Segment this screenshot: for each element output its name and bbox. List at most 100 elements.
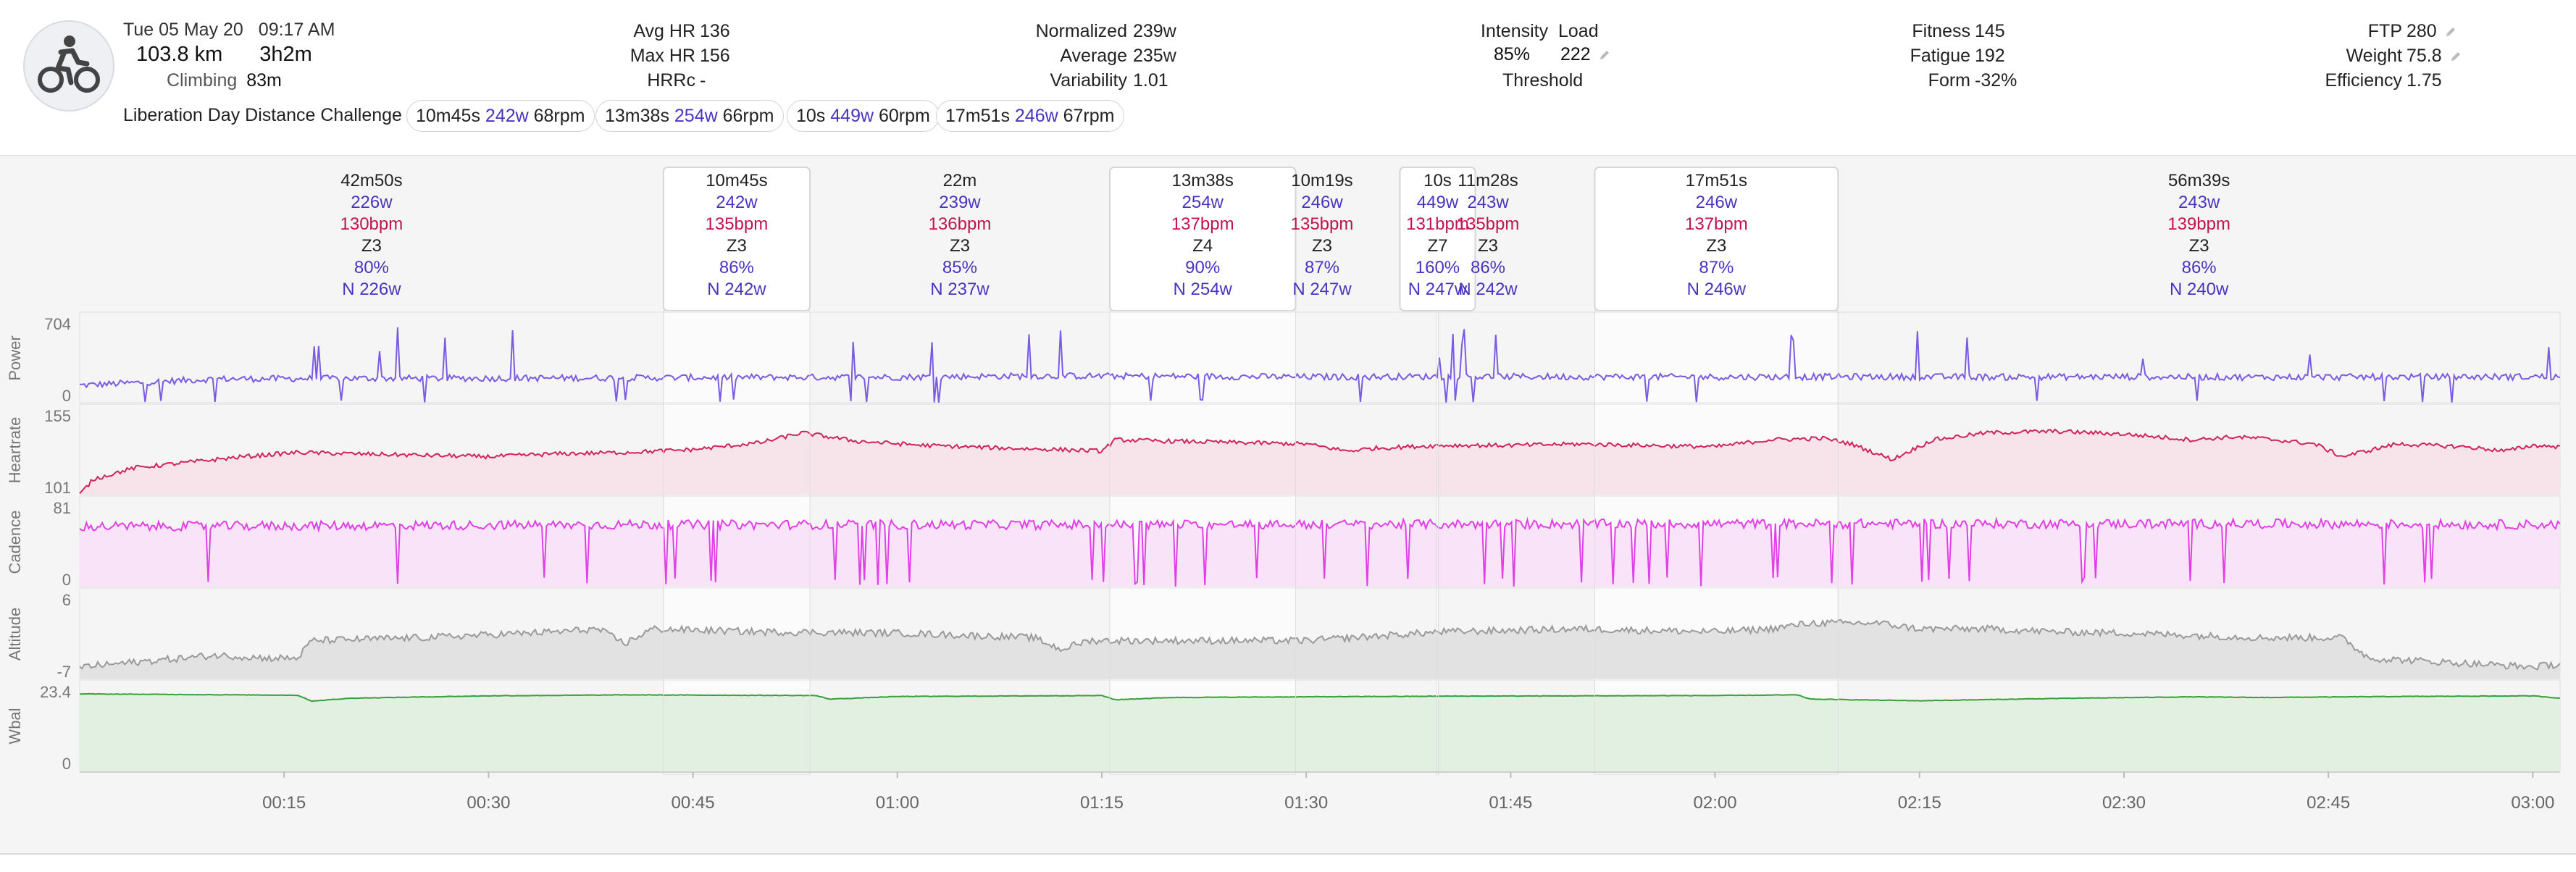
series-line-power[interactable] [79,327,2561,403]
y-tick-label: 155 [44,407,71,425]
effort-rpm: 68rpm [533,106,585,126]
effort-chip[interactable]: 17m51s 246w 67rpm [936,100,1124,132]
interval-stat: 137bpm [1171,214,1234,234]
interval-stat: Z3 [1706,236,1726,256]
fatigue-value: 192 [1975,46,2005,66]
interval-stat: 86% [2182,258,2217,277]
effort-time: 17m51s [945,106,1010,126]
intensity-label: Intensity [1481,21,1549,41]
weight-label: Weight [2346,46,2402,66]
y-tick-label: 101 [44,479,71,497]
x-tick-label: 00:15 [262,793,306,813]
interval-stat: 56m39s [2168,171,2230,190]
x-tick-label: 00:45 [672,793,715,813]
interval-stat: 449w [1417,193,1459,212]
activity-distance: 103.8 km [136,43,223,66]
climbing-stat: Climbing 83m [167,68,282,93]
interval-stat: 160% [1415,258,1460,277]
series-area-altitude [80,619,2560,679]
series-line-altitude[interactable] [79,619,2561,671]
effort-watts: 242w [485,106,529,126]
interval-stat: 246w [1301,193,1343,212]
interval-stat: 243w [2178,193,2220,212]
x-tick-label: 01:00 [876,793,919,813]
interval-stat: 139bpm [2167,214,2230,234]
interval-stat: Z3 [727,236,747,256]
intensity-value: 85% [1494,44,1531,64]
series-line-cadence[interactable] [79,516,2561,587]
load-value-wrap: 222 [1560,42,1610,67]
effort-rpm: 66rpm [722,106,774,126]
interval-stat: N 247w [1292,280,1352,299]
effort-watts: 449w [830,106,874,126]
effort-rpm: 67rpm [1063,106,1115,126]
load-label: Load [1558,21,1599,41]
interval-stat: N 237w [930,280,990,299]
avatar [23,20,114,112]
interval-stat: 135bpm [706,214,769,234]
normalized-value: 239w [1133,21,1176,41]
y-tick-label: 23.4 [40,683,71,701]
edit-weight-icon[interactable] [2450,51,2462,62]
form-label: Form [1928,70,1970,91]
y-tick-label: 704 [44,315,71,333]
hrrc-value: - [700,70,706,91]
x-tick-label: 02:30 [2102,793,2146,813]
series-name: Heartrate [6,417,24,484]
interval-stat: 130bpm [340,214,403,234]
x-tick-label: 01:45 [1489,793,1532,813]
series-name: Wbal [6,708,24,744]
interval-stat: 239w [939,193,981,212]
efficiency-label: Efficiency [2325,70,2402,91]
interval-stat: 226w [351,193,393,212]
interval-stat: Z3 [950,236,970,256]
fatigue-label: Fatigue [1910,46,1970,66]
weight-value: 75.8 [2406,46,2442,66]
y-tick-label: 6 [62,591,71,609]
effort-chip[interactable]: 13m38s 254w 66rpm [595,100,784,132]
avg-hr-label: Avg HR [633,21,695,41]
effort-chip[interactable]: 10m45s 242w 68rpm [406,100,595,132]
climbing-label: Climbing [167,70,238,91]
interval-stat: 10s [1423,171,1452,190]
series-line-wbal[interactable] [80,692,2561,703]
interval-stat: N 242w [1458,280,1518,299]
edit-load-icon[interactable] [1599,49,1610,61]
interval-stat: 87% [1699,258,1734,277]
activity-name[interactable]: Liberation Day Distance Challenge ~ [123,105,418,125]
interval-stat: 254w [1182,193,1224,212]
threshold-label: Threshold [1502,70,1584,91]
interval-stat: 135bpm [1457,214,1520,234]
weight-value-wrap: 75.8 [2406,43,2462,68]
series-name: Altitude [6,608,24,661]
interval-stat: Z3 [1478,236,1498,256]
interval-stat: 11m28s [1458,171,1518,190]
hrrc-label: HRRc [647,70,695,91]
divider [0,853,2576,855]
effort-rpm: 60rpm [878,106,930,126]
effort-watts: 246w [1014,106,1058,126]
edit-ftp-icon[interactable] [2445,26,2456,38]
y-tick-label: 81 [54,499,71,517]
x-tick-label: 03:00 [2511,793,2554,813]
interval-stat: 136bpm [929,214,992,234]
interval-stat: 90% [1185,258,1220,277]
effort-chip[interactable]: 10s 449w 60rpm [787,100,940,132]
series-line-heartrate[interactable] [79,428,2561,495]
interval-stat: 86% [1471,258,1505,277]
average-value: 235w [1133,46,1176,66]
interval-stat: 10m19s [1291,171,1352,190]
x-tick-label: 00:30 [467,793,510,813]
interval-stat: Z4 [1192,236,1213,256]
load-value: 222 [1560,44,1591,64]
activity-date: Tue 05 May 20 [123,20,243,40]
effort-watts: 254w [674,106,718,126]
cyclist-icon [38,35,100,93]
fitness-value: 145 [1975,21,2005,41]
y-tick-label: 0 [62,755,71,773]
activity-chart[interactable]: 42m50s 226w 130bpm Z3 80% N 226w 10m45s 242w 135… [0,155,2576,854]
chart-panel [79,311,2561,403]
interval-stat: 13m38s [1172,171,1234,190]
